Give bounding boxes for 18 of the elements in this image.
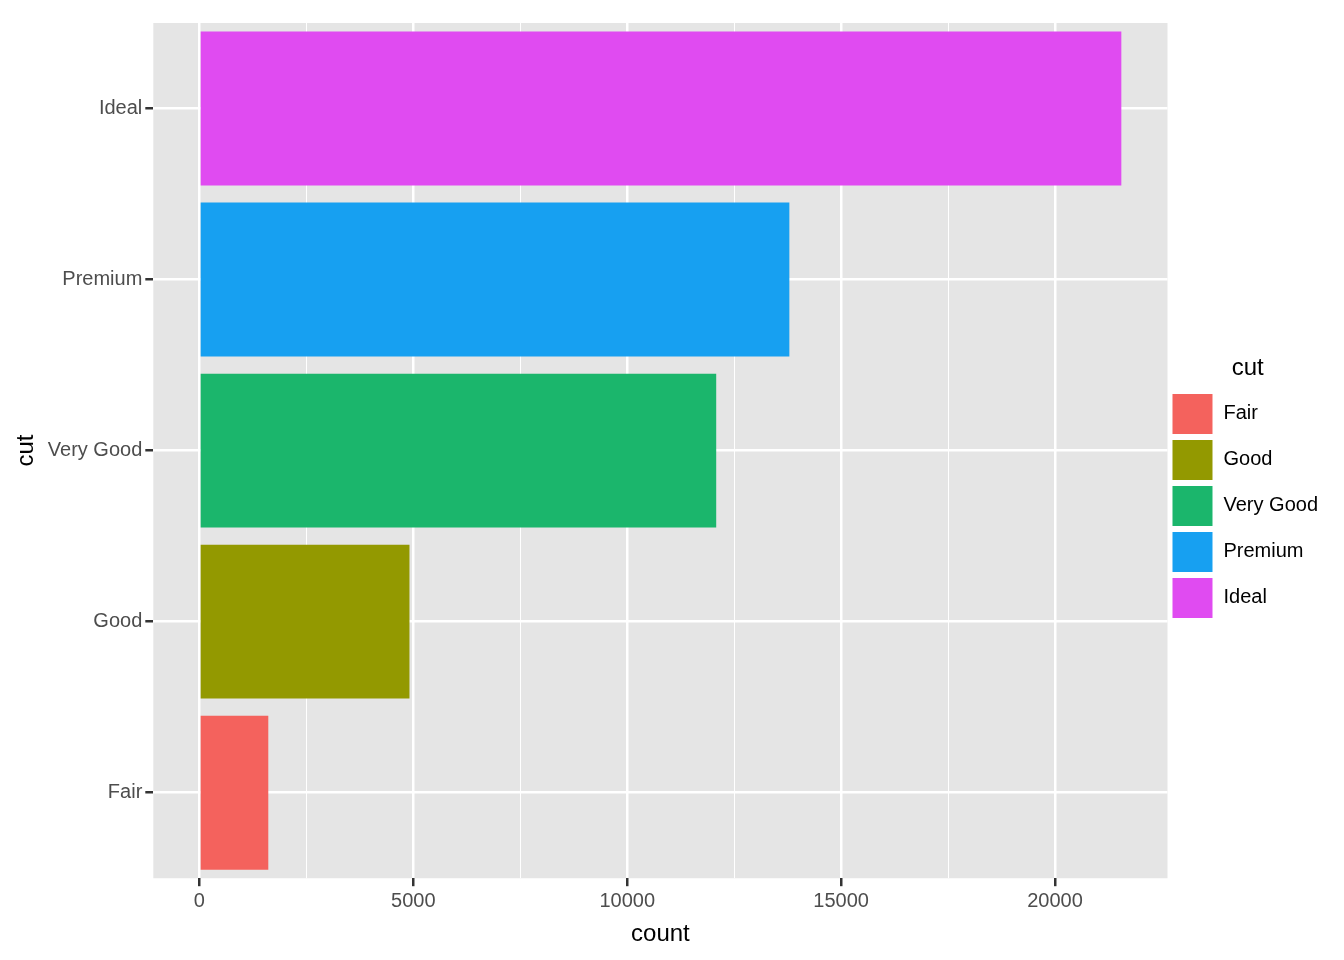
x-tick-label: 15000 [813,888,869,911]
y-tick-label: Very Good [47,438,143,461]
legend-label: Very Good [1223,493,1319,516]
x-tick-label: 5000 [391,888,436,911]
y-axis-title: cut [11,434,39,467]
x-tick-label: 20000 [1027,888,1083,911]
y-tick-label: Fair [107,780,143,803]
legend-label: Good [1223,447,1273,470]
x-tick-label: 10000 [599,888,656,911]
y-tick-label: Premium [62,267,143,290]
x-axis-title: count [631,919,691,947]
legend-label: Ideal [1223,585,1267,608]
y-tick-label: Ideal [98,96,143,119]
legend-label: Fair [1223,401,1259,424]
legend-label: Premium [1223,539,1304,562]
legend-title: cut [1231,352,1265,380]
y-tick-label: Good [93,609,143,632]
x-tick-label: 0 [193,888,205,911]
